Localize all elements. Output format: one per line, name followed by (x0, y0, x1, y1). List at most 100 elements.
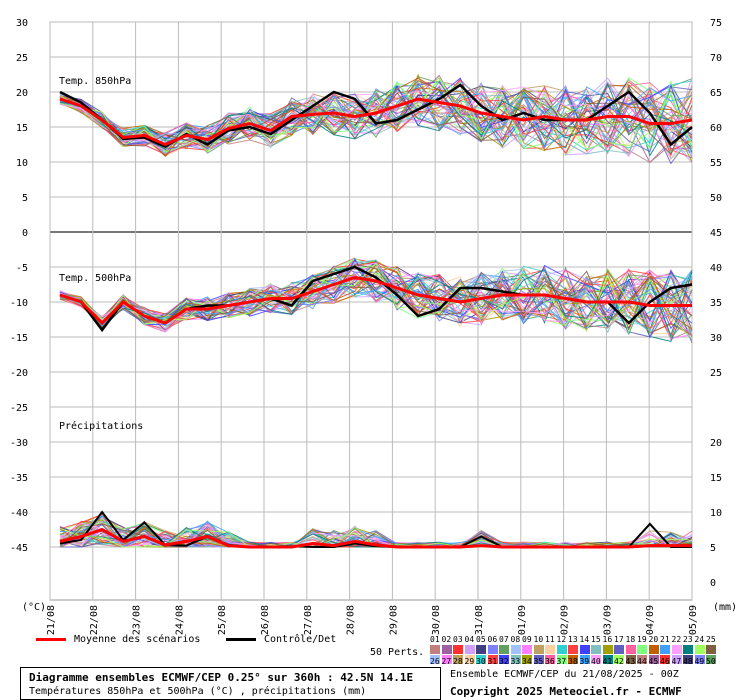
legend-control-swatch (226, 637, 256, 641)
member-number: 32 (499, 657, 509, 666)
date-tick-label: 29/08 (388, 605, 399, 635)
right-tick-label: 15 (710, 473, 722, 484)
member-swatch (545, 655, 555, 664)
member-swatch (556, 645, 567, 654)
right-tick-label: 35 (710, 298, 722, 309)
member-swatch (706, 655, 716, 664)
ensemble-members (59, 73, 693, 548)
member-swatch (602, 645, 613, 654)
member-number: 14 (579, 635, 590, 644)
member-swatch (614, 645, 624, 654)
member-line (59, 92, 693, 149)
member-line (59, 78, 693, 156)
member-number: 45 (648, 657, 659, 666)
member-number: 21 (660, 635, 670, 644)
member-number: 28 (453, 657, 463, 666)
labels: Temp. 850hPa Temp. 500hPa Précipitations (59, 76, 143, 432)
date-tick-label: 05/09 (688, 605, 699, 635)
member-number: 38 (568, 657, 578, 666)
member-swatch (453, 655, 463, 664)
member-number: 16 (602, 635, 613, 644)
right-tick-label: 70 (710, 53, 722, 64)
member-swatch (660, 645, 670, 654)
member-swatch (556, 655, 567, 664)
member-number: 17 (614, 635, 624, 644)
date-tick-label: 04/09 (645, 605, 656, 635)
member-number: 49 (694, 657, 705, 666)
member-number: 20 (648, 635, 659, 644)
right-axis-unit: (mm) (713, 602, 737, 613)
left-tick-label: 25 (16, 53, 28, 64)
left-tick-label: 10 (16, 158, 28, 169)
date-tick-label: 03/09 (602, 605, 613, 635)
member-swatch (568, 645, 578, 654)
left-axis-unit: (°C) (22, 602, 46, 613)
member-line (59, 81, 693, 155)
mean-line-precip (59, 527, 692, 549)
member-swatch (671, 645, 682, 654)
member-line (59, 75, 693, 153)
right-tick-label: 55 (710, 158, 722, 169)
member-swatch (476, 655, 486, 664)
left-tick-label: -5 (16, 263, 28, 274)
member-swatch (579, 645, 590, 654)
left-tick-label: 5 (22, 193, 28, 204)
panel-label-precip: Précipitations (59, 420, 143, 432)
member-swatch (637, 645, 647, 654)
member-number: 46 (660, 657, 670, 666)
member-swatch (453, 645, 463, 654)
member-number: 48 (683, 657, 693, 666)
right-tick-label: 45 (710, 228, 722, 239)
member-number: 01 (430, 635, 440, 644)
member-swatch (441, 655, 452, 664)
member-number: 26 (430, 657, 440, 666)
right-tick-label: 20 (710, 438, 722, 449)
panel-label-t850: Temp. 850hPa (59, 76, 131, 87)
chart-title: Diagramme ensembles ECMWF/CEP 0.25° sur … (29, 671, 414, 684)
right-tick-label: 30 (710, 333, 722, 344)
mean-and-control (59, 83, 693, 549)
member-swatch (660, 655, 670, 664)
member-swatch (430, 655, 440, 664)
member-swatch (648, 645, 659, 654)
copyright: Copyright 2025 Meteociel.fr - ECMWF (450, 685, 682, 698)
member-number: 36 (545, 657, 555, 666)
left-tick-label: -10 (10, 298, 28, 309)
member-number: 19 (637, 635, 647, 644)
member-number: 31 (487, 657, 498, 666)
right-tick-label: 50 (710, 193, 722, 204)
member-number: 41 (602, 657, 613, 666)
member-number: 08 (510, 635, 521, 644)
right-tick-label: 0 (710, 578, 716, 589)
member-number: 27 (441, 657, 452, 666)
member-number: 02 (441, 635, 452, 644)
legend-mean: Moyenne des scénarios (36, 634, 200, 645)
member-swatch (499, 645, 509, 654)
date-tick-label: 23/08 (132, 605, 143, 635)
right-tick-label: 10 (710, 508, 722, 519)
right-tick-label: 65 (710, 88, 722, 99)
member-swatch (464, 645, 475, 654)
member-line (59, 85, 693, 157)
date-tick-label: 01/09 (517, 605, 528, 635)
member-line (59, 85, 693, 148)
member-swatch (694, 655, 705, 664)
member-number: 34 (522, 657, 532, 666)
axes: 302520151050-5-10-15-20-25-30-35-40-4521… (10, 18, 737, 635)
member-number: 39 (579, 657, 590, 666)
panel-label-t500: Temp. 500hPa (59, 273, 131, 284)
legend-mean-label: Moyenne des scénarios (74, 634, 201, 645)
date-tick-label: 31/08 (474, 605, 485, 635)
member-swatch (706, 645, 716, 654)
left-tick-label: -40 (10, 508, 28, 519)
right-tick-label: 25 (710, 368, 722, 379)
member-number: 44 (637, 657, 647, 666)
member-line (59, 84, 693, 159)
member-number: 05 (476, 635, 486, 644)
date-tick-label: 28/08 (346, 605, 357, 635)
member-swatch (648, 655, 659, 664)
member-swatch (683, 655, 693, 664)
member-number: 37 (556, 657, 567, 666)
member-number: 29 (464, 657, 475, 666)
